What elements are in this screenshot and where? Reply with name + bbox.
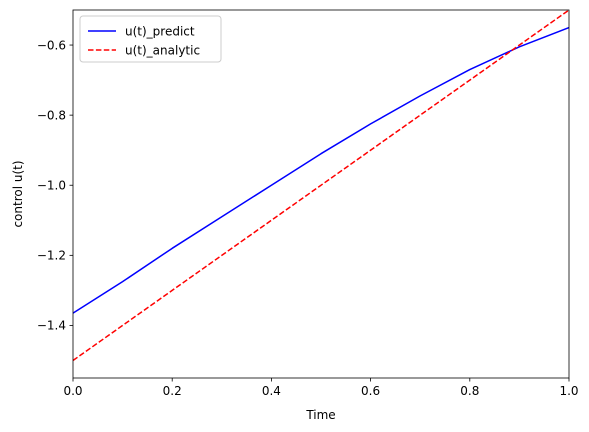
series-group bbox=[73, 10, 569, 362]
axes-frame bbox=[72, 9, 570, 379]
x-tick-label: 0.4 bbox=[262, 384, 281, 398]
series-line-predict bbox=[73, 26, 569, 314]
legend-label: u(t)_predict bbox=[125, 24, 195, 38]
legend-label: u(t)_analytic bbox=[125, 43, 200, 57]
x-axis-label: Time bbox=[305, 408, 335, 422]
y-tick-label: −1.0 bbox=[37, 179, 66, 193]
y-tick-label: −1.2 bbox=[37, 249, 66, 263]
legend: u(t)_predict u(t)_analytic bbox=[79, 15, 222, 63]
x-tick-label: 0.8 bbox=[460, 384, 479, 398]
x-tick-label: 0.6 bbox=[361, 384, 380, 398]
y-tick-label: −1.4 bbox=[37, 319, 66, 333]
x-tick-label: 0.0 bbox=[63, 384, 82, 398]
x-tick-label: 0.2 bbox=[163, 384, 182, 398]
x-tick-label: 1.0 bbox=[559, 384, 578, 398]
y-tick-label: −0.6 bbox=[37, 38, 66, 52]
y-tick-label: −0.8 bbox=[37, 108, 66, 122]
axis-ticks: 0.0 0.2 0.4 0.6 0.8 1.0 −1.4 −1.2 −1.0 −0.8 −0.6 bbox=[37, 38, 579, 398]
y-axis-label: control u(t) bbox=[11, 160, 25, 227]
series-line-analytic bbox=[73, 10, 569, 362]
plot-area bbox=[72, 9, 570, 379]
